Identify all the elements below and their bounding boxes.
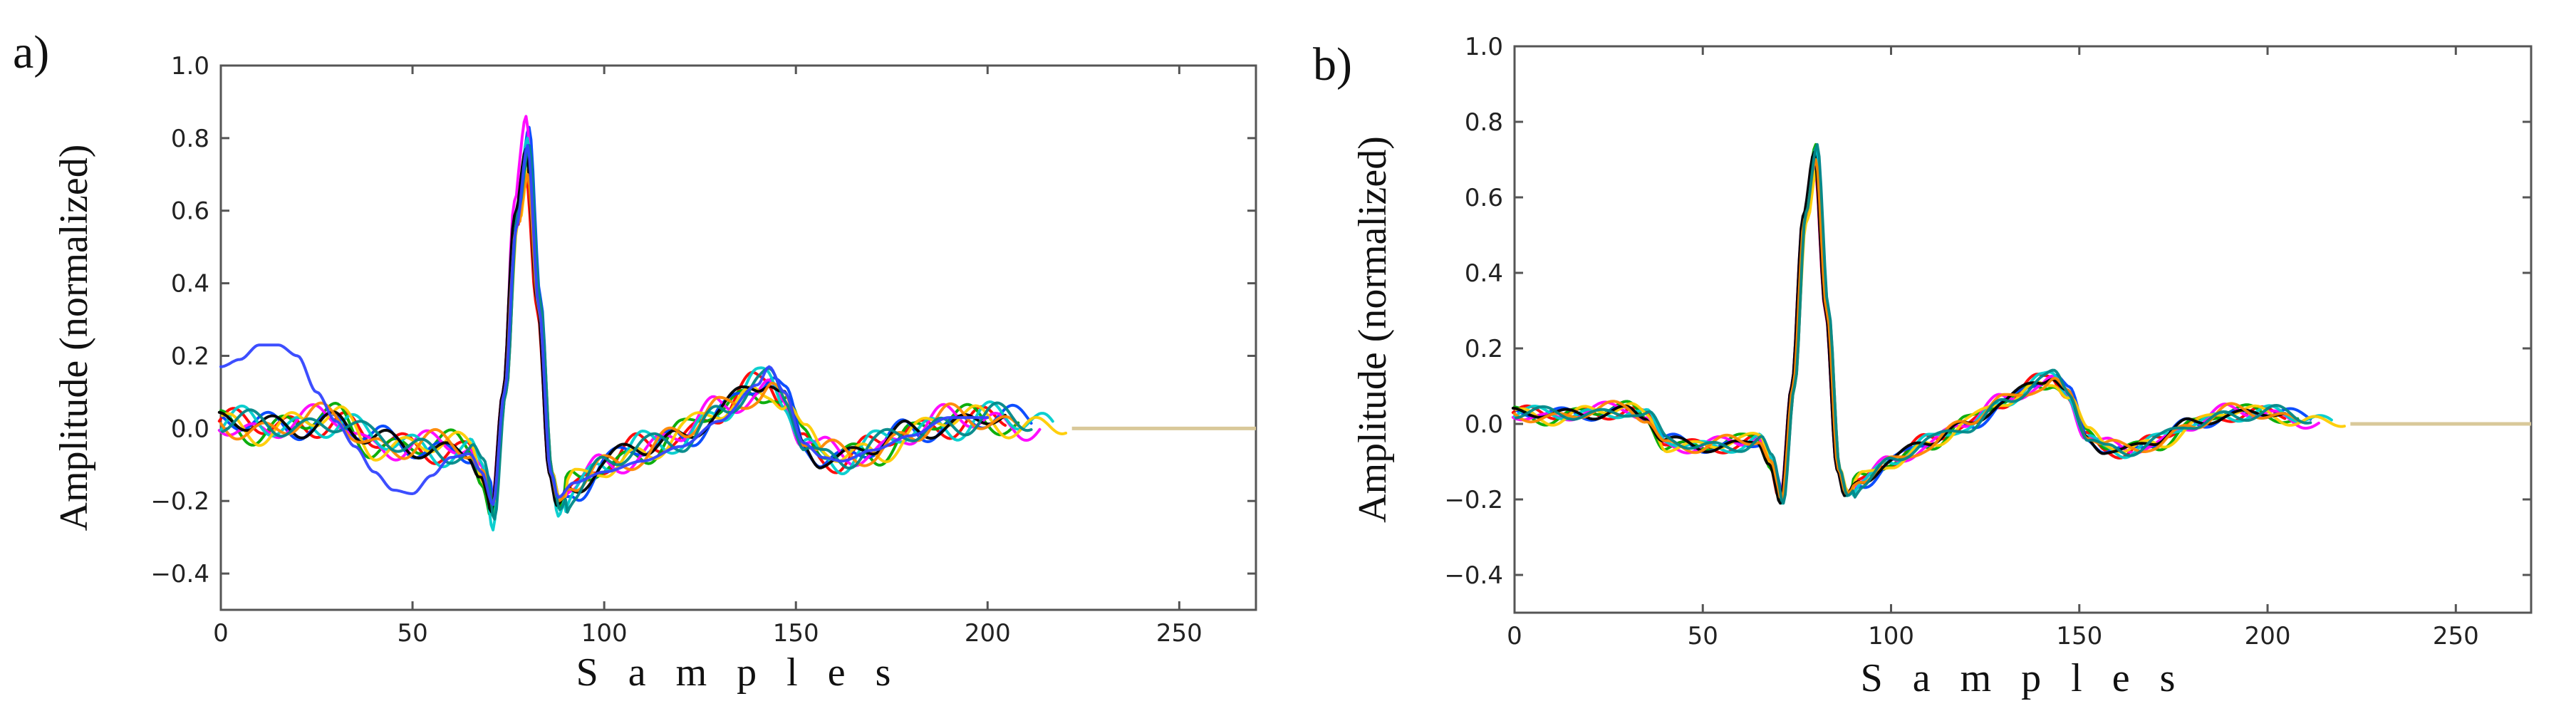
x-tick-label: 100	[581, 619, 628, 648]
y-axis-title: Amplitude (normalized)	[52, 145, 96, 531]
x-tick-label: 50	[397, 619, 427, 648]
series-line	[217, 147, 1007, 514]
y-tick-label: 0.8	[171, 125, 209, 153]
panel-b: b) 0 50 100 150 200 250 −0.4 −0.2 0.0 0.2 0.4 0.6 0.…	[1313, 33, 2533, 700]
y-tick-label: 0.6	[171, 197, 209, 226]
y-tick-label: 0.2	[1465, 335, 1503, 363]
y-tick-label: 0.6	[1465, 184, 1503, 212]
y-tick-label: 0.2	[171, 342, 209, 370]
trace-group	[217, 115, 1256, 531]
series-line	[1511, 150, 2287, 505]
series-line	[219, 144, 990, 507]
panel-label: b)	[1313, 38, 1352, 90]
panel-a: a) 0 50 100 150 200 250 −0.4 −0.2 0.0 0.2 0.4 0.6 0.…	[13, 26, 1257, 695]
plot-frame	[1513, 45, 2533, 614]
x-axis-title: S a m p l e s	[1861, 656, 2186, 700]
y-tick-label: −0.2	[1444, 486, 1503, 514]
x-tick-label: 0	[213, 619, 229, 648]
y-tick-label: 0.4	[171, 270, 209, 299]
axis-ticks: 0 50 100 150 200 250 −0.4 −0.2 0.0 0.2 0.4 0.6 0.8 1.…	[1444, 33, 2531, 650]
y-tick-label: 0.4	[1465, 259, 1503, 288]
y-tick-label: 0.0	[1465, 410, 1503, 439]
x-tick-label: 0	[1507, 622, 1522, 650]
y-tick-label: 1.0	[171, 52, 209, 81]
x-tick-label: 150	[773, 619, 819, 648]
y-tick-label: −0.4	[150, 560, 209, 588]
y-tick-label: 0.8	[1465, 108, 1503, 137]
x-tick-label: 250	[2433, 622, 2479, 650]
trace-group	[1511, 142, 2531, 505]
x-tick-label: 200	[965, 619, 1011, 648]
series-line	[219, 136, 1054, 531]
y-axis-title: Amplitude (normalized)	[1351, 136, 1395, 523]
y-tick-label: −0.4	[1444, 561, 1503, 590]
x-tick-label: 200	[2245, 622, 2291, 650]
x-tick-label: 150	[2056, 622, 2102, 650]
series-line	[221, 144, 1033, 521]
y-tick-label: 1.0	[1465, 33, 1503, 61]
y-tick-label: −0.2	[150, 487, 209, 516]
y-tick-label: 0.0	[171, 415, 209, 443]
axis-ticks: 0 50 100 150 200 250 −0.4 −0.2 0.0 0.2 0.4 0.6 0.8 1.…	[150, 52, 1256, 648]
series-line	[1515, 142, 2312, 505]
panel-label: a)	[13, 26, 49, 78]
x-axis-title: S a m p l e s	[576, 650, 901, 695]
x-tick-label: 50	[1688, 622, 1718, 650]
x-tick-label: 250	[1156, 619, 1203, 648]
x-tick-label: 100	[1868, 622, 1914, 650]
plot-frame	[219, 64, 1257, 611]
